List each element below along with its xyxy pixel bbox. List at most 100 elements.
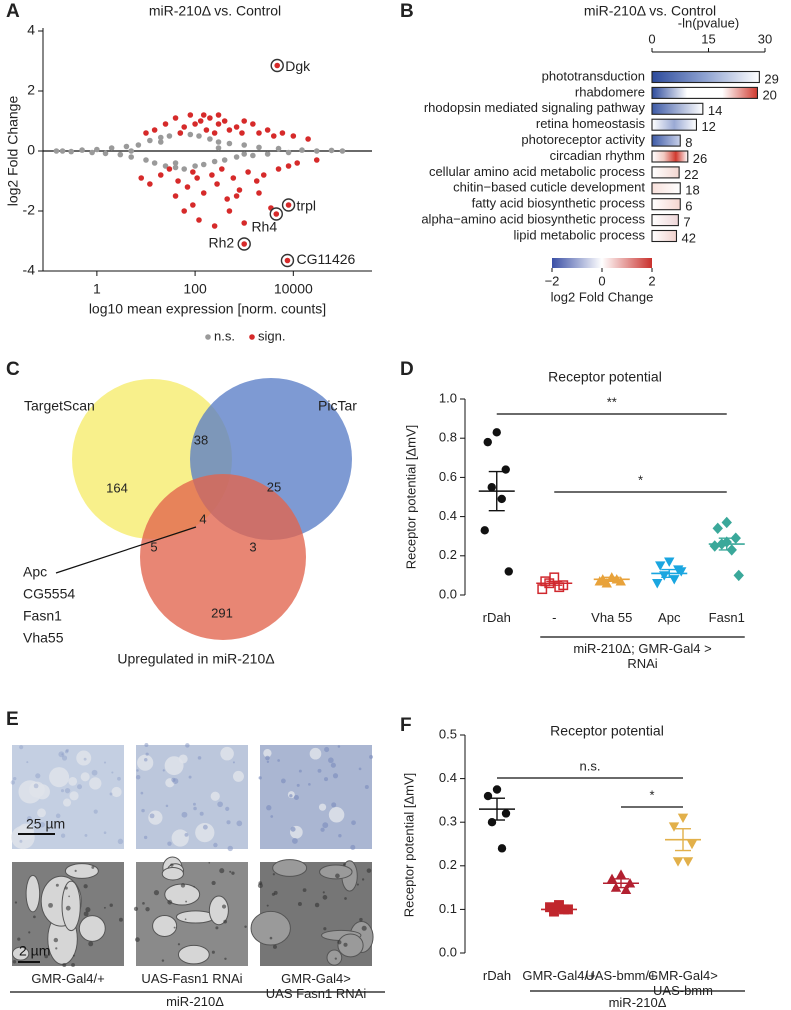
- data-point: [147, 138, 153, 144]
- em-structure: [327, 950, 342, 965]
- lipid-droplet: [310, 748, 322, 760]
- stain-speck: [141, 809, 144, 812]
- data-point: [493, 785, 501, 793]
- count-label: 8: [685, 135, 692, 150]
- em-granule: [178, 943, 180, 945]
- em-granule: [73, 955, 75, 957]
- stain-speck: [324, 747, 329, 752]
- data-point: [734, 570, 744, 581]
- scale-label: 25 µm: [26, 816, 65, 832]
- em-structure: [338, 934, 363, 957]
- em-granule: [185, 901, 187, 903]
- count-label: 7: [683, 215, 690, 230]
- significance-label: *: [649, 787, 654, 802]
- y-tick-label: 1.0: [439, 390, 457, 405]
- em-granule: [85, 907, 90, 912]
- em-granule: [185, 918, 187, 920]
- stain-speck: [259, 776, 262, 779]
- data-point: [204, 127, 210, 133]
- panel-letter: F: [400, 715, 412, 736]
- em-granule: [244, 926, 246, 928]
- group-label: miR-210Δ: [609, 995, 667, 1010]
- y-tick-label: 0.2: [439, 857, 457, 872]
- stain-speck: [65, 788, 70, 793]
- em-granule: [222, 905, 226, 909]
- stain-speck: [292, 838, 298, 844]
- annotated-point: [273, 211, 279, 217]
- annotation-label: trpl: [297, 198, 316, 214]
- stain-speck: [104, 831, 107, 834]
- data-point: [505, 567, 513, 575]
- em-granule: [323, 895, 328, 900]
- data-point: [167, 166, 173, 172]
- colorbar-tick-label: −2: [545, 273, 560, 288]
- data-point: [231, 175, 237, 181]
- legend-label: sign.: [258, 328, 285, 343]
- data-point: [241, 220, 247, 226]
- em-structure: [79, 916, 105, 942]
- data-point: [103, 151, 109, 157]
- data-point: [207, 136, 213, 142]
- stain-speck: [265, 756, 270, 761]
- em-granule: [142, 902, 145, 905]
- em-granule: [134, 907, 138, 911]
- stain-speck: [185, 743, 189, 747]
- y-tick-label: 0.8: [439, 430, 457, 445]
- count-label: 18: [685, 183, 699, 198]
- data-point: [173, 193, 179, 199]
- lipid-droplet: [165, 756, 184, 775]
- x-tick-label: 15: [701, 31, 715, 46]
- panel-letter: D: [400, 359, 414, 380]
- data-point: [152, 160, 158, 166]
- data-point: [664, 557, 674, 566]
- scale-label: 2 µm: [19, 943, 50, 959]
- stain-speck: [117, 777, 121, 781]
- em-granule: [84, 884, 88, 888]
- data-point: [60, 148, 66, 154]
- stain-speck: [270, 815, 273, 818]
- data-point: [173, 160, 179, 166]
- x-tick-label: UAS-bmm/+: [585, 968, 656, 983]
- lipid-droplet: [233, 771, 244, 782]
- data-point: [227, 141, 233, 147]
- em-granule: [267, 905, 269, 907]
- data-point: [94, 147, 100, 153]
- data-point: [502, 465, 510, 473]
- bar: [652, 215, 678, 226]
- lipid-droplet: [319, 804, 326, 811]
- count-label: 12: [701, 119, 715, 134]
- data-point: [241, 151, 247, 157]
- em-granule: [229, 871, 231, 873]
- data-point: [192, 163, 198, 169]
- region-count: 164: [106, 480, 128, 495]
- data-point: [234, 154, 240, 160]
- data-point: [194, 175, 200, 181]
- count-label: 26: [693, 151, 707, 166]
- significance-label: n.s.: [580, 758, 601, 773]
- annotation-label: Rh2: [209, 235, 235, 251]
- em-granule: [215, 926, 218, 929]
- em-structure: [62, 881, 80, 931]
- stain-speck: [163, 769, 165, 771]
- data-point: [178, 130, 184, 136]
- data-point: [181, 166, 187, 172]
- em-granule: [167, 900, 172, 905]
- lipid-droplet: [76, 751, 91, 766]
- stain-speck: [200, 812, 204, 816]
- data-point: [305, 136, 311, 142]
- annotated-point: [241, 241, 247, 247]
- y-tick-label: 0.5: [439, 726, 457, 741]
- data-point: [79, 147, 85, 153]
- stain-speck: [182, 812, 188, 818]
- data-point: [484, 792, 492, 800]
- data-point: [241, 142, 247, 148]
- em-granule: [219, 868, 224, 873]
- stain-speck: [110, 792, 113, 795]
- stain-speck: [297, 784, 300, 787]
- data-point: [201, 112, 207, 118]
- em-structure: [65, 864, 98, 879]
- gene-label: Vha55: [23, 630, 64, 646]
- set-label: TargetScan: [24, 398, 95, 414]
- annotated-point: [286, 202, 292, 208]
- data-point: [484, 438, 492, 446]
